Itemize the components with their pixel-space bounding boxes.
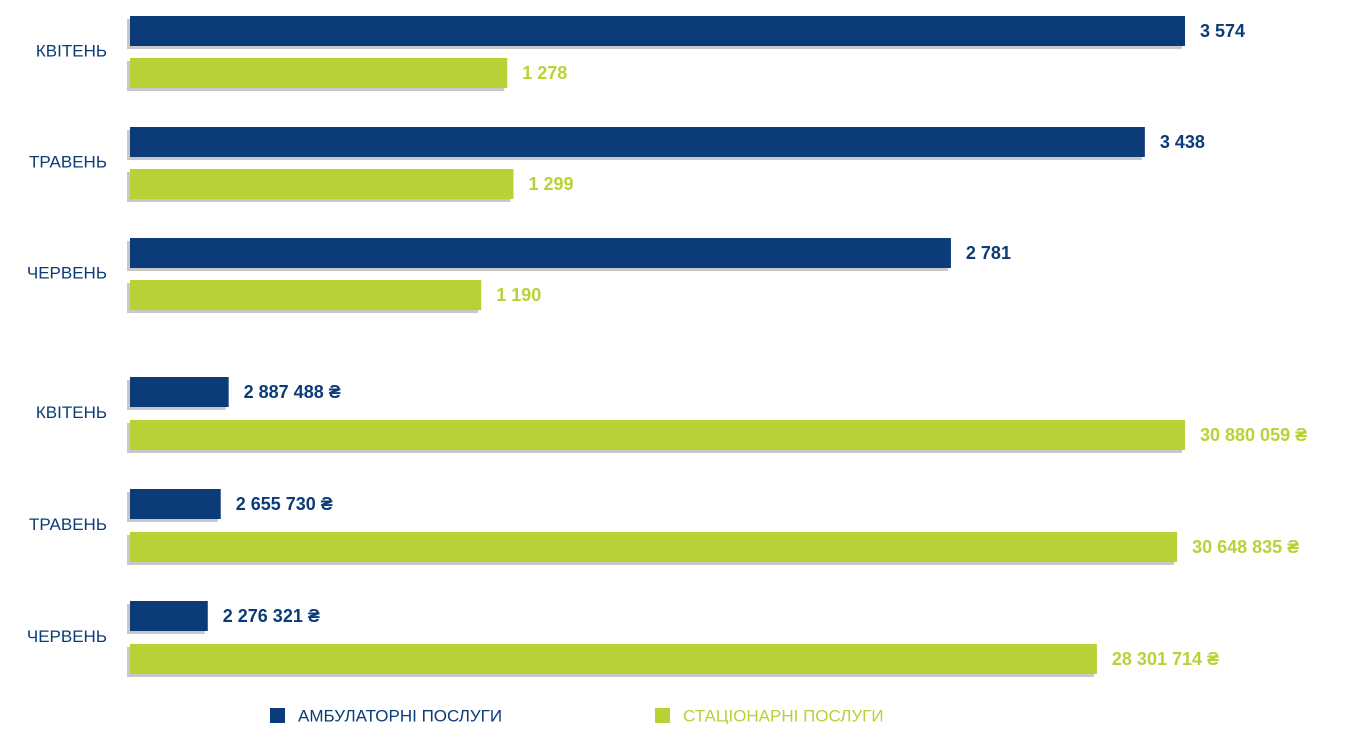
category-label: ТРАВЕНЬ: [29, 515, 107, 534]
bar: [130, 601, 208, 631]
category-label: КВІТЕНЬ: [36, 41, 107, 60]
value-label: 2 781: [966, 243, 1011, 263]
value-label: 30 880 059 ₴: [1200, 425, 1307, 445]
bar: [130, 377, 229, 407]
value-label: 2 887 488 ₴: [244, 382, 341, 402]
value-label: 28 301 714 ₴: [1112, 649, 1219, 669]
category-label: ТРАВЕНЬ: [29, 152, 107, 171]
bar: [130, 532, 1178, 562]
bar: [130, 644, 1097, 674]
value-label: 30 648 835 ₴: [1192, 537, 1299, 557]
bar: [130, 280, 482, 310]
legend-label: АМБУЛАТОРНІ ПОСЛУГИ: [298, 706, 502, 724]
value-label: 2 276 321 ₴: [223, 606, 320, 626]
value-label: 1 299: [528, 174, 573, 194]
legend-swatch: [270, 708, 285, 723]
bar: [130, 489, 221, 519]
bar: [130, 16, 1185, 46]
value-label: 3 574: [1200, 21, 1245, 41]
bar: [130, 238, 951, 268]
bar: [130, 169, 514, 199]
bar: [130, 58, 508, 88]
category-label: КВІТЕНЬ: [36, 403, 107, 422]
value-label: 1 190: [496, 285, 541, 305]
bar: [130, 127, 1145, 157]
category-label: ЧЕРВЕНЬ: [27, 627, 107, 646]
value-label: 2 655 730 ₴: [236, 494, 333, 514]
value-label: 1 278: [522, 63, 567, 83]
legend-swatch: [655, 708, 670, 723]
category-label: ЧЕРВЕНЬ: [27, 263, 107, 282]
value-label: 3 438: [1160, 132, 1205, 152]
bar: [130, 420, 1185, 450]
legend-label: СТАЦІОНАРНІ ПОСЛУГИ: [683, 706, 884, 724]
